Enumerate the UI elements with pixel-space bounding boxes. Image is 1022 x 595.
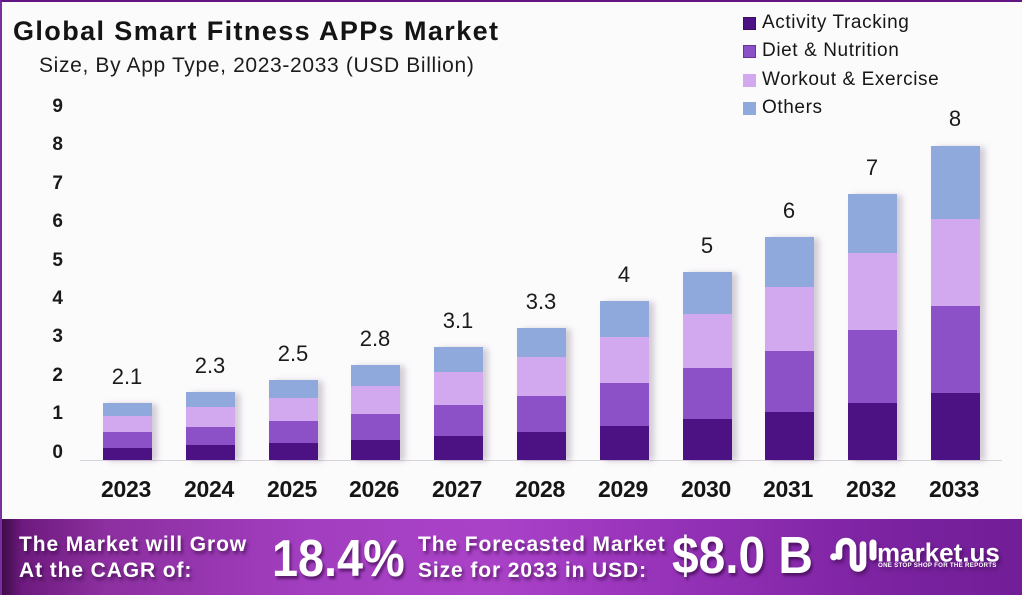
svg-text:ONE STOP SHOP FOR THE REPORTS: ONE STOP SHOP FOR THE REPORTS: [878, 562, 997, 569]
svg-text:market.us: market.us: [877, 538, 1000, 568]
